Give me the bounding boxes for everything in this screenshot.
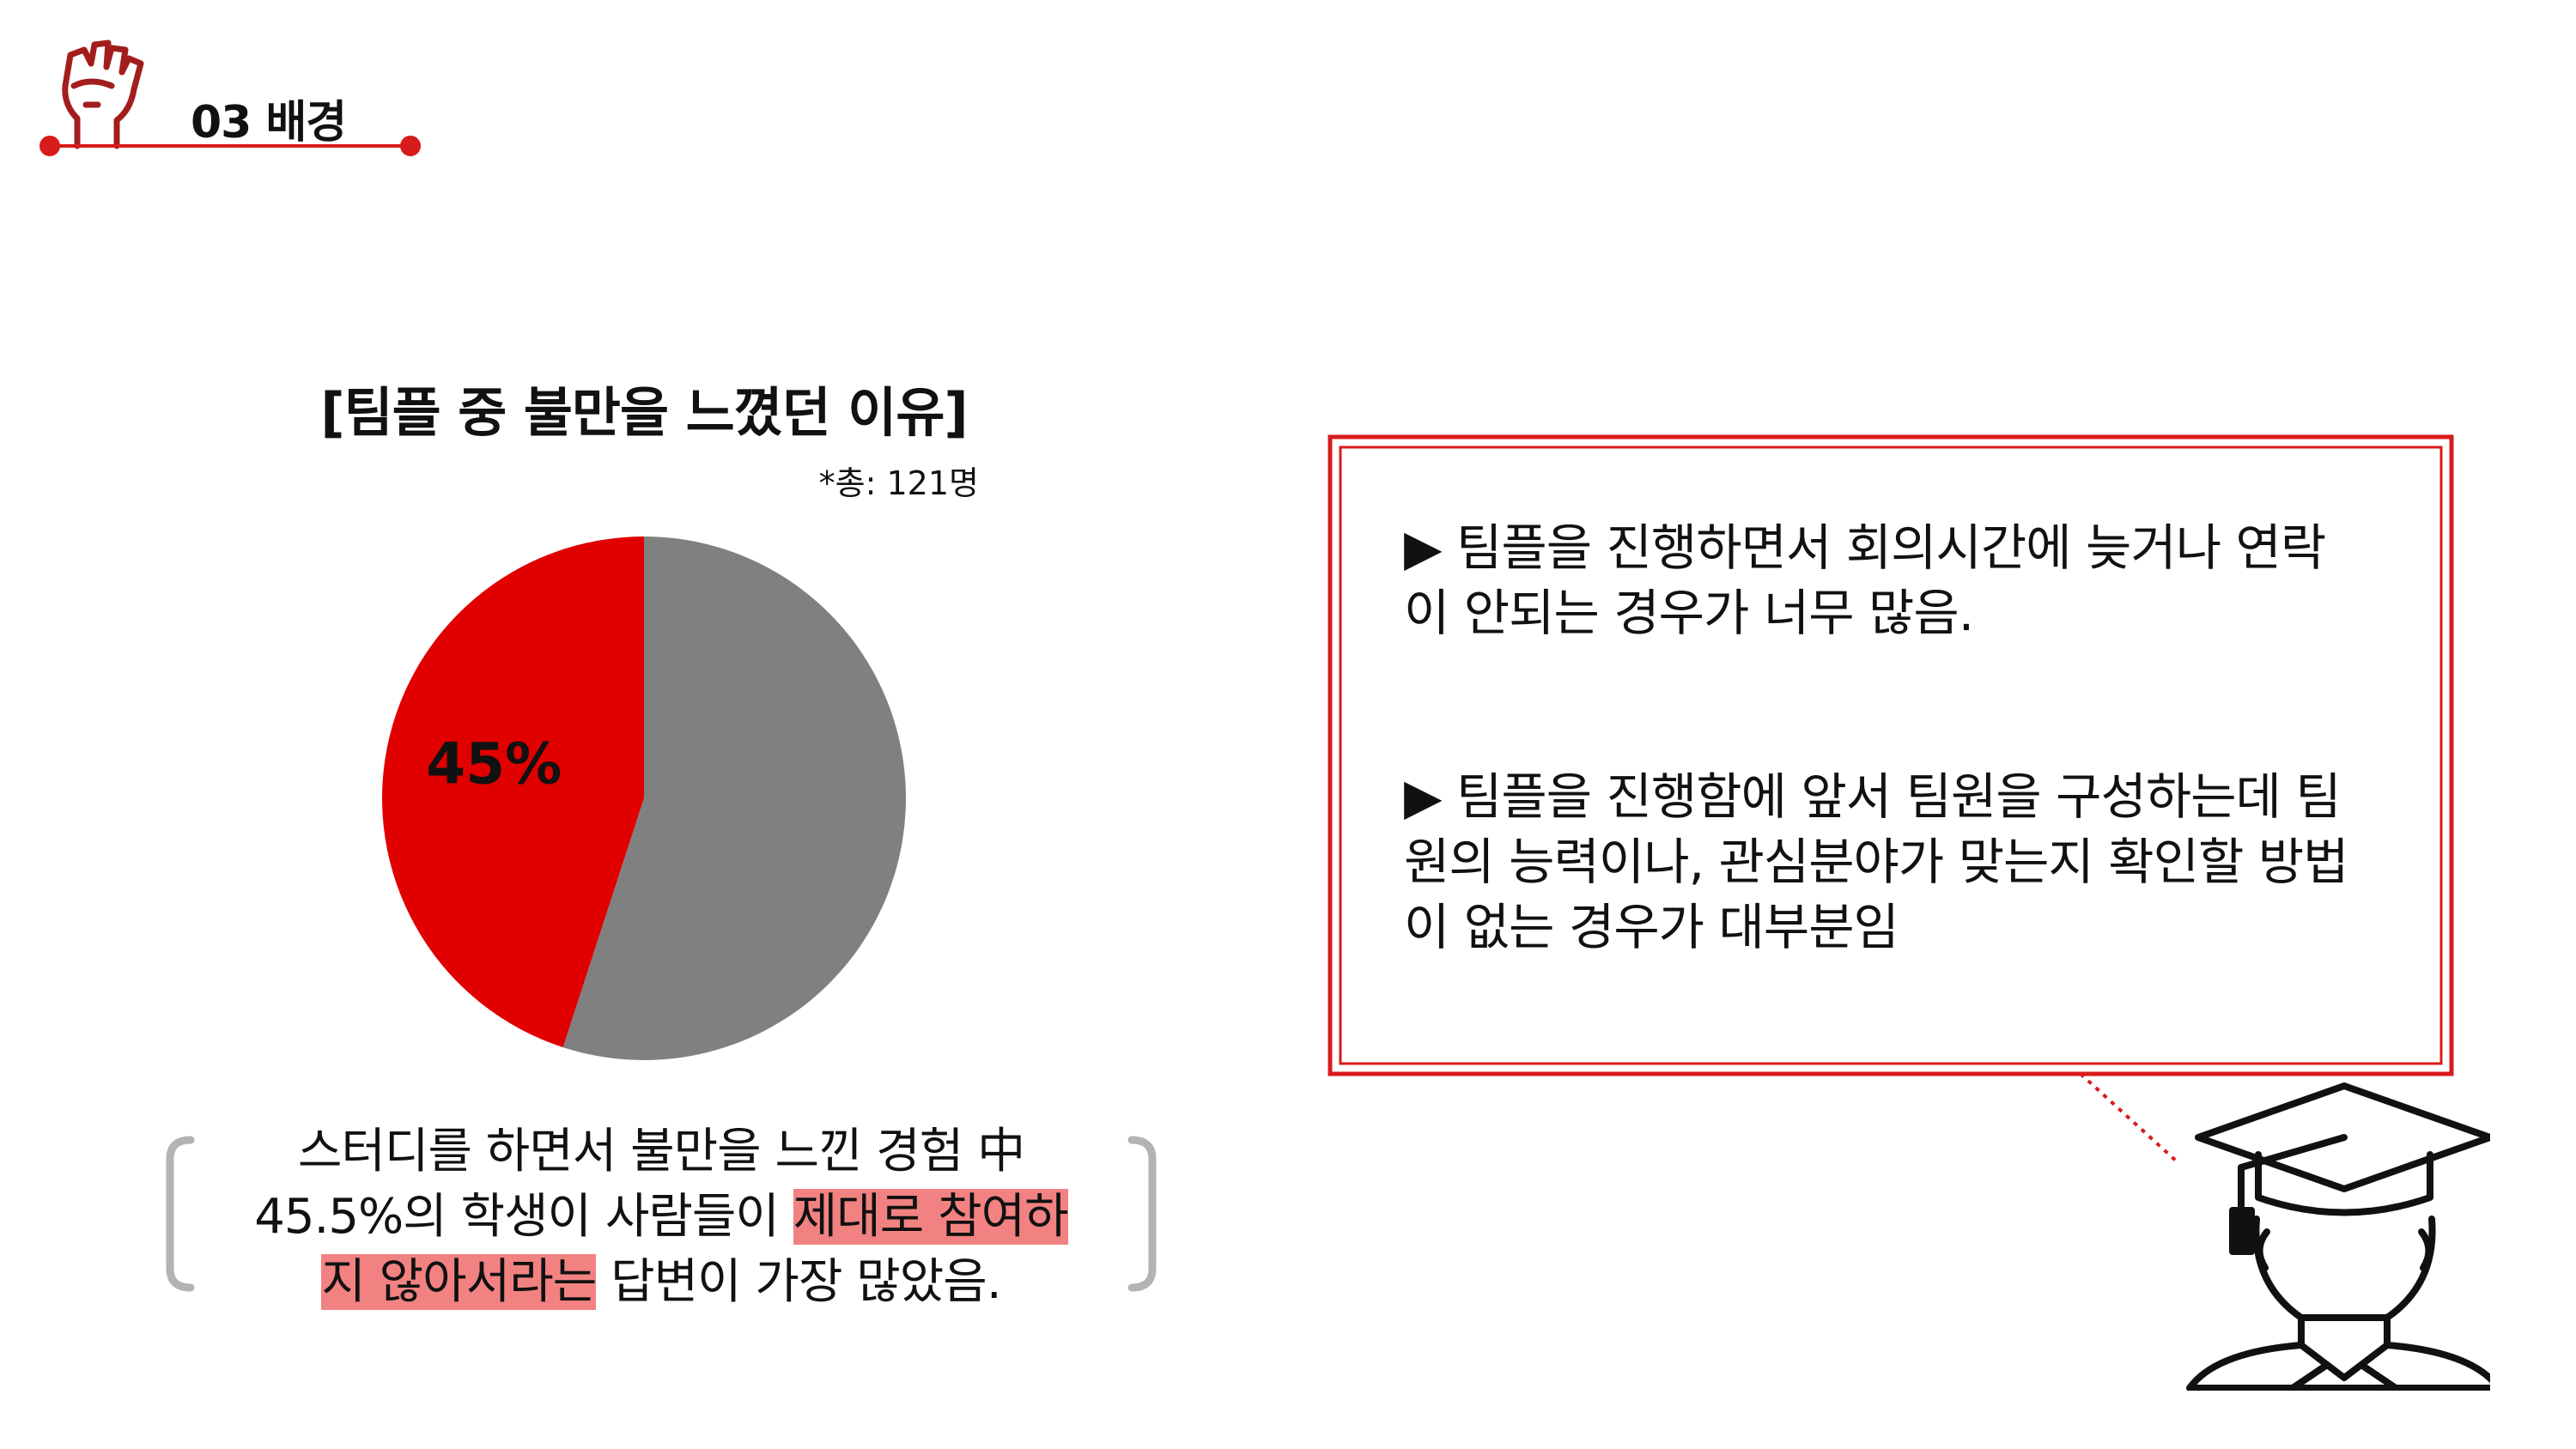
pie-slice <box>381 537 644 1048</box>
caption-line-2: 45.5%의 학생이 사람들이 제대로 참여하 <box>189 1185 1133 1250</box>
pie-slice <box>562 537 906 1060</box>
caption-line-2-text: 45.5%의 학생이 사람들이 <box>254 1189 793 1245</box>
caption-line-3: 지 않아서라는 답변이 가장 많았음. <box>189 1250 1133 1315</box>
triangle-bullet-icon: ▶ <box>1404 767 1443 826</box>
pie-chart: 45% <box>381 537 906 1060</box>
callout-bullet-text: 팀플을 진행하면서 회의시간에 늦거나 연락이 안되는 경우가 너무 많음. <box>1404 518 2326 642</box>
caption-line-1: 스터디를 하면서 불만을 느낀 경험 中 <box>297 1124 1025 1179</box>
caption-brackets <box>166 1136 1157 1292</box>
chart-title: [팀플 중 불만을 느꼈던 이유] <box>320 381 968 444</box>
chart-total-note: *총: 121명 <box>818 464 979 502</box>
graduate-student-icon <box>2186 1082 2490 1391</box>
chart-caption: 스터디를 하면서 불만을 느낀 경험 中 45.5%의 학생이 사람들이 제대로… <box>189 1119 1133 1315</box>
raised-fist-icon <box>62 39 144 149</box>
callout-bullet: ▶ 팀플을 진행하면서 회의시간에 늦거나 연락이 안되는 경우가 너무 많음. <box>1404 515 2366 646</box>
caption-highlight-2: 지 않아서라는 <box>321 1254 597 1310</box>
triangle-bullet-icon: ▶ <box>1404 518 1443 577</box>
header-divider <box>39 136 421 156</box>
section-title: 03 배경 <box>191 97 347 149</box>
pie-slice-label: 45% <box>426 731 562 797</box>
right-bracket <box>1127 1136 1157 1292</box>
left-bracket <box>166 1136 195 1292</box>
callout-box <box>1327 434 2454 1163</box>
caption-highlight-1: 제대로 참여하 <box>793 1189 1069 1245</box>
callout-bullet-text: 팀플을 진행함에 앞서 팀원을 구성하는데 팀원의 능력이나, 관심분야가 맞는… <box>1404 767 2348 956</box>
callout-pointer <box>2079 1072 2178 1163</box>
callout-bullet: ▶ 팀플을 진행함에 앞서 팀원을 구성하는데 팀원의 능력이나, 관심분야가 … <box>1404 764 2366 960</box>
caption-line-3-text: 답변이 가장 많았음. <box>596 1254 1002 1310</box>
